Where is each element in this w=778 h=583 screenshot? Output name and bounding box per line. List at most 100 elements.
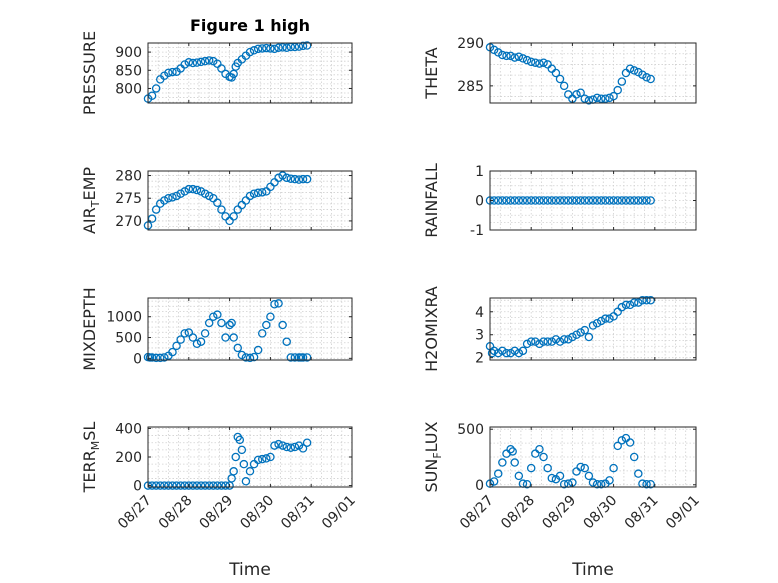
data-point-mixdepth: [160, 353, 169, 362]
data-point-mixdepth: [192, 339, 202, 349]
data-point-terr_msl: [160, 481, 169, 490]
data-point-h2omixra: [539, 337, 548, 346]
data-point-sun_flux: [576, 462, 585, 472]
x-tick-label: 08/29: [197, 493, 237, 533]
data-point-sun_flux: [596, 479, 606, 489]
data-point-mixdepth: [227, 318, 236, 328]
x-tick-label: 08/27: [457, 493, 497, 533]
data-point-sun_flux: [592, 479, 602, 489]
data-point-mixdepth: [270, 299, 279, 309]
data-point-rainfall: [568, 196, 577, 205]
data-point-sun_flux: [584, 471, 594, 481]
data-point-pressure: [168, 67, 177, 77]
data-point-pressure: [298, 41, 308, 51]
data-point-theta: [592, 93, 602, 103]
data-point-terr_msl: [184, 481, 194, 490]
data-point-mixdepth: [266, 312, 275, 321]
data-point-theta: [576, 88, 585, 97]
data-point-pressure: [282, 43, 291, 52]
data-point-sun_flux: [646, 479, 655, 489]
data-point-theta: [535, 59, 544, 68]
data-point-rainfall: [564, 196, 573, 205]
data-point-rainfall: [592, 196, 602, 205]
y-tick-label: 200: [115, 450, 142, 466]
data-point-h2omixra: [559, 335, 569, 344]
data-point-pressure: [278, 43, 287, 52]
data-point-mixdepth: [196, 337, 206, 346]
data-point-h2omixra: [580, 325, 590, 335]
data-point-sun_flux: [547, 473, 557, 483]
data-point-rainfall: [518, 196, 528, 205]
data-point-h2omixra: [592, 319, 602, 328]
data-point-terr_msl: [278, 441, 287, 450]
data-point-rainfall: [514, 196, 524, 205]
data-point-air_temp: [176, 189, 185, 198]
data-point-h2omixra: [621, 300, 631, 310]
data-point-mixdepth: [278, 320, 287, 330]
data-point-terr_msl: [168, 481, 177, 490]
data-point-air_temp: [164, 193, 173, 203]
data-point-theta: [613, 85, 622, 95]
data-point-theta: [522, 55, 532, 65]
data-point-rainfall: [531, 196, 540, 205]
data-point-theta: [642, 73, 651, 82]
data-point-theta: [596, 94, 606, 103]
y-tick-label: 3: [475, 328, 484, 344]
data-point-h2omixra: [489, 346, 499, 356]
data-point-h2omixra: [487, 348, 497, 358]
x-tick-label: 08/27: [115, 493, 155, 533]
data-point-sun_flux: [580, 463, 590, 473]
data-point-rainfall: [634, 196, 643, 205]
data-point-terr_msl: [241, 477, 251, 486]
data-point-theta: [629, 66, 639, 75]
data-point-air_temp: [192, 185, 202, 195]
data-point-rainfall: [535, 196, 544, 205]
data-point-air_temp: [188, 184, 198, 194]
axes-frame-sun_flux: [489, 426, 697, 488]
data-point-rainfall: [646, 196, 655, 205]
data-point-h2omixra: [596, 316, 606, 326]
data-point-mixdepth: [229, 333, 238, 342]
data-point-rainfall: [642, 196, 651, 205]
data-point-h2omixra: [564, 335, 573, 344]
data-point-rainfall: [539, 196, 548, 205]
data-point-terr_msl: [176, 481, 185, 490]
data-point-pressure: [204, 56, 214, 65]
data-point-terr_msl: [262, 454, 271, 463]
data-point-rainfall: [625, 196, 635, 205]
data-point-rainfall: [638, 196, 647, 205]
data-point-h2omixra: [634, 298, 643, 307]
data-point-h2omixra: [498, 346, 507, 356]
data-point-sun_flux: [493, 469, 503, 478]
data-point-theta: [580, 94, 590, 103]
data-point-terr_msl: [290, 442, 300, 452]
data-point-theta: [531, 58, 540, 67]
panel-theta: 285 290 THETA: [422, 36, 697, 105]
data-point-sun_flux: [625, 438, 635, 447]
data-point-mixdepth: [233, 343, 243, 353]
panel-rainfall: -1 0 1 RAINFALL: [422, 163, 697, 239]
data-point-air_temp: [298, 174, 308, 184]
data-point-terr_msl: [231, 452, 240, 462]
panel-h2omixra: 2 3 4 H2OMIXRA: [422, 286, 697, 372]
y-axis-label: PRESSURE: [80, 31, 99, 115]
data-point-terr_msl: [270, 441, 279, 450]
data-point-mixdepth: [151, 353, 161, 363]
data-point-sun_flux: [514, 471, 524, 481]
axes-frame-mixdepth: [147, 297, 353, 361]
data-point-terr_msl: [237, 445, 247, 455]
data-point-pressure: [249, 46, 259, 55]
x-tick-label: 09/01: [663, 493, 703, 533]
data-point-terr_msl: [164, 481, 173, 490]
data-point-mixdepth: [184, 328, 194, 337]
data-point-mixdepth: [155, 353, 165, 363]
data-point-terr_msl: [200, 481, 210, 490]
data-point-pressure: [274, 43, 283, 52]
data-point-sun_flux: [522, 479, 532, 489]
data-point-air_temp: [278, 171, 287, 180]
data-point-h2omixra: [576, 328, 585, 337]
data-point-h2omixra: [502, 348, 511, 358]
data-point-terr_msl: [282, 442, 291, 452]
data-point-pressure: [253, 44, 263, 54]
data-point-air_temp: [229, 212, 238, 221]
